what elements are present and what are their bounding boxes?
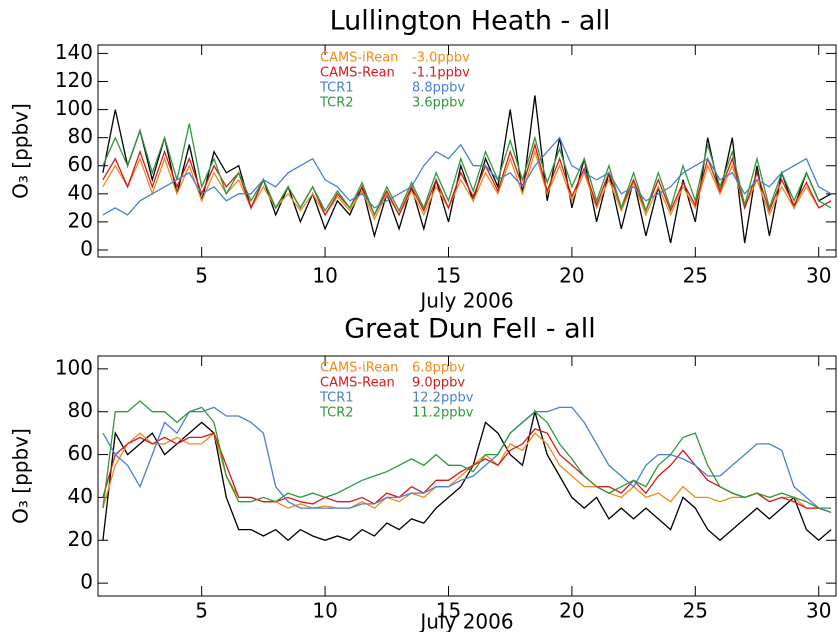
y-tick-label: 140 <box>55 40 93 64</box>
y-tick-label: 20 <box>68 208 93 232</box>
y-tick-label: 80 <box>68 124 93 148</box>
legend-bias: 9.0ppbv <box>412 376 465 391</box>
y-tick-label: 40 <box>68 484 93 508</box>
series-line <box>102 409 832 542</box>
x-tick-label: 30 <box>806 599 831 623</box>
legend-label: TCR2 <box>319 406 354 421</box>
series-line <box>102 123 832 217</box>
x-tick-label: 5 <box>195 599 208 623</box>
series-line <box>102 142 832 217</box>
chart-title: Great Dun Fell - all <box>344 314 595 345</box>
legend-bias: 12.2ppbv <box>412 391 474 406</box>
y-tick-label: 60 <box>68 441 93 465</box>
y-tick-label: 0 <box>80 236 93 260</box>
legend-label: TCR2 <box>319 96 354 111</box>
y-tick-label: 100 <box>55 96 93 120</box>
legend-bias: 8.8ppbv <box>412 81 465 96</box>
series-line <box>102 149 832 221</box>
legend-label: CAMS-Rean <box>320 66 395 81</box>
y-tick-label: 80 <box>68 398 93 422</box>
x-tick-label: 15 <box>436 599 461 623</box>
legend-bias: 6.8ppbv <box>412 361 465 376</box>
legend-bias: 11.2ppbv <box>412 406 474 421</box>
y-tick-label: 20 <box>68 527 93 551</box>
plot-frame <box>97 44 837 258</box>
x-tick-label: 5 <box>195 264 208 288</box>
y-tick-label: 0 <box>80 570 93 594</box>
legend-bias: -3.0ppbv <box>412 51 470 66</box>
y-axis-label: O₃ [ppbv] <box>9 428 33 524</box>
y-tick-label: 60 <box>68 152 93 176</box>
y-axis-label: O₃ [ppbv] <box>9 103 33 199</box>
plot-frame <box>97 355 837 597</box>
y-tick-label: 100 <box>55 355 93 379</box>
x-tick-label: 10 <box>312 599 337 623</box>
legend-label: CAMS-iRean <box>320 361 398 376</box>
x-tick-label: 15 <box>436 264 461 288</box>
x-tick-label: 10 <box>312 264 337 288</box>
series-line <box>102 136 832 216</box>
legend-label: TCR1 <box>319 81 354 96</box>
x-axis-label: July 2006 <box>418 289 513 313</box>
legend-label: CAMS-iRean <box>320 51 398 66</box>
x-axis-label: July 2006 <box>418 610 513 633</box>
y-tick-label: 40 <box>68 180 93 204</box>
series-line <box>102 95 832 244</box>
x-tick-label: 25 <box>683 599 708 623</box>
chart-title: Lullington Heath - all <box>330 6 611 37</box>
series-line <box>102 431 832 514</box>
x-tick-label: 20 <box>559 599 584 623</box>
series-line <box>102 406 832 514</box>
legend-label: CAMS-Rean <box>320 376 395 391</box>
x-tick-label: 25 <box>683 264 708 288</box>
series-line <box>102 400 832 509</box>
legend-label: TCR1 <box>319 391 354 406</box>
y-tick-label: 120 <box>55 68 93 92</box>
legend-bias: 3.6ppbv <box>412 96 465 111</box>
x-tick-label: 20 <box>559 264 584 288</box>
x-tick-label: 30 <box>806 264 831 288</box>
legend-bias: -1.1ppbv <box>412 66 470 81</box>
